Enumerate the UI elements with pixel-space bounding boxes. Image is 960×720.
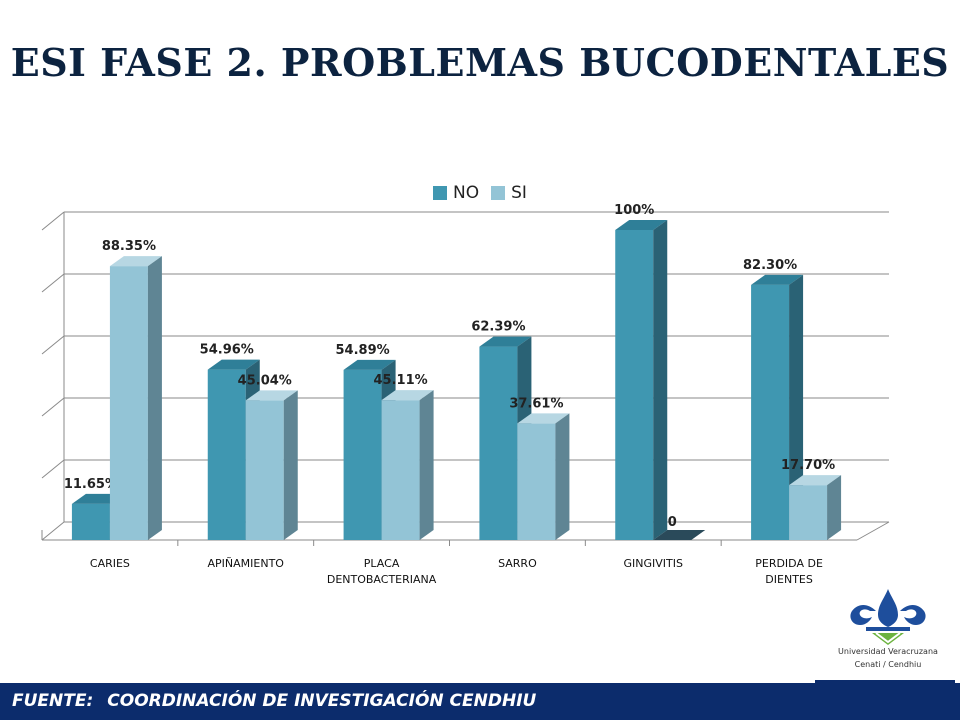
page-title: ESI FASE 2. PROBLEMAS BUCODENTALES [10, 40, 950, 85]
bar-top-si [245, 390, 298, 401]
logo-text-university: Universidad Veracruzana [838, 647, 938, 656]
bar-si [381, 400, 420, 540]
logo-text-cenati: Cenati / Cendhiu [854, 660, 922, 669]
category-label: PLACA [364, 557, 400, 570]
bar-top-si [109, 256, 162, 267]
data-label-no: 62.39% [471, 320, 525, 335]
gridline-depth [41, 459, 65, 479]
legend-label-si: SI [511, 183, 527, 203]
chart-legend: NO SI [0, 183, 960, 203]
bar-side-si [283, 390, 298, 540]
bar-top-si [381, 390, 434, 401]
category-label: PERDIDA DE [755, 557, 823, 570]
bar-top-no [615, 220, 668, 230]
bar-top-si [653, 530, 706, 540]
footer-source: COORDINACIÓN DE INVESTIGACIÓN CENDHIU [107, 691, 537, 711]
legend-swatch-no [433, 186, 448, 200]
bar-top-no [207, 359, 260, 370]
legend-label-no: NO [453, 183, 480, 203]
bar-no [751, 284, 790, 540]
floor-right-edge [856, 521, 890, 541]
data-label-si: 0 [668, 515, 677, 530]
category-label: APIÑAMIENTO [208, 557, 285, 570]
footer-label: FUENTE: [12, 691, 94, 711]
data-label-si: 17.70% [781, 458, 835, 473]
data-label-si: 37.61% [509, 396, 563, 411]
bar-side-si [827, 475, 842, 540]
gridline-depth [41, 211, 65, 231]
bar-side-no [789, 274, 804, 540]
bar-top-si [517, 413, 570, 424]
data-label-no: 100% [614, 203, 654, 218]
bar-no [615, 230, 654, 540]
footer-bar: FUENTE: COORDINACIÓN DE INVESTIGACIÓN CEN… [0, 683, 960, 720]
category-label: DENTOBACTERIANA [327, 573, 437, 586]
bar-no [207, 369, 246, 540]
bar-si [245, 400, 284, 540]
category-label: DIENTES [765, 573, 813, 586]
data-label-no: 54.89% [336, 343, 390, 358]
bar-si [789, 485, 828, 540]
bar-si [109, 266, 148, 540]
bar-top-no [343, 359, 396, 370]
bar-si [517, 423, 556, 540]
bar-side-si [419, 390, 434, 540]
bar-top-no [479, 336, 532, 347]
data-label-si: 45.04% [238, 373, 292, 388]
data-label-no: 11.65% [64, 477, 118, 492]
category-label: SARRO [498, 557, 537, 570]
data-label-no: 82.30% [743, 258, 797, 273]
bar-top-no [751, 274, 804, 285]
logo-underline [815, 680, 955, 683]
bar-top-si [789, 475, 842, 486]
bar-side-si [147, 256, 162, 540]
universidad-veracruzana-logo [850, 589, 926, 645]
bar-no [479, 346, 518, 540]
bar-side-si [555, 413, 570, 540]
bar-side-no [653, 220, 668, 540]
gridline-depth [41, 397, 65, 417]
gridline-depth [41, 273, 65, 293]
data-label-no: 54.96% [200, 343, 254, 358]
bar-no [71, 503, 110, 540]
legend-swatch-si [491, 186, 506, 200]
gridline-depth [41, 335, 65, 355]
legend-item-no: NO [433, 183, 479, 203]
data-label-si: 45.11% [374, 373, 428, 388]
category-label: CARIES [90, 557, 130, 570]
bar-no [343, 369, 382, 540]
gridline-depth [41, 521, 65, 541]
data-label-si: 88.35% [102, 239, 156, 254]
legend-item-si: SI [491, 183, 527, 203]
category-label: GINGIVITIS [624, 557, 683, 570]
